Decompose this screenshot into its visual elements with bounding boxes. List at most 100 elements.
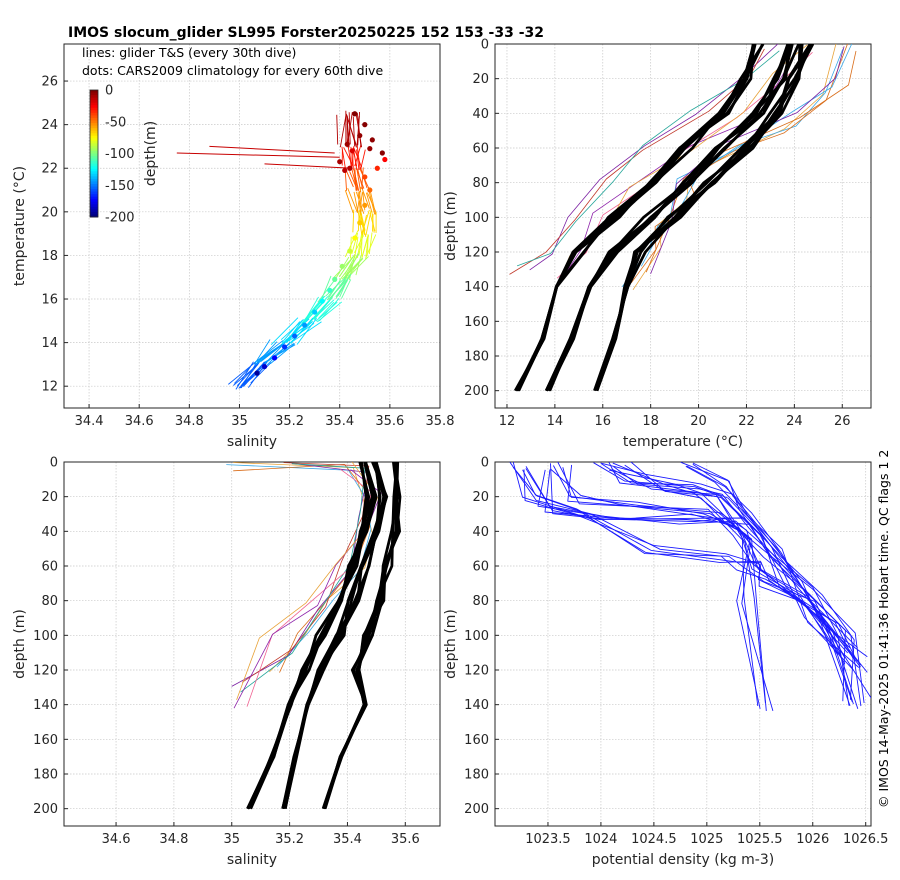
- colorbar-band: [90, 135, 98, 139]
- glider-profile-line: [522, 469, 846, 665]
- glider-ts-line: [280, 319, 304, 341]
- ts-xtick-label: 34.4: [75, 414, 104, 429]
- colorbar-band: [90, 95, 98, 99]
- climatology-dot: [352, 235, 358, 241]
- glider-ts-line: [358, 191, 363, 212]
- glider-ts-line: [345, 253, 360, 277]
- colorbar-band: [90, 186, 98, 190]
- climatology-profile-line: [246, 462, 374, 810]
- colorbar-band: [90, 194, 98, 198]
- climatology-profile-line: [323, 462, 401, 810]
- climatology-dot: [357, 132, 363, 139]
- salinity_profile-ytick-label: 180: [33, 768, 58, 783]
- colorbar-band: [90, 153, 98, 157]
- colorbar-band: [90, 189, 98, 193]
- glider-profile-line: [550, 463, 865, 704]
- colorbar-band: [90, 97, 98, 101]
- ts-ytick-label: 26: [41, 75, 58, 90]
- climatology-dot: [312, 309, 318, 315]
- glider-ts-line: [344, 230, 359, 258]
- glider-profile-line: [593, 462, 854, 705]
- density_profile-ytick-label: 60: [472, 560, 489, 575]
- temperature_profile-ytick-label: 80: [472, 176, 489, 191]
- salinity_profile-ytick-label: 160: [33, 733, 58, 748]
- density_profile-xtick-label: 1025: [690, 832, 723, 847]
- density_profile-frame: [494, 461, 872, 827]
- salinity_profile-xtick-label: 35: [223, 832, 240, 847]
- density_profile-xlabel: potential density (kg m-3): [592, 852, 774, 868]
- glider-ts-line: [361, 214, 367, 236]
- temperature_profile-ytick-label: 0: [481, 38, 489, 53]
- glider-ts-line: [355, 255, 362, 276]
- colorbar-tick-label: -50: [105, 115, 126, 130]
- glider-ts-line: [281, 321, 301, 343]
- density_profile-ytick-label: 140: [464, 698, 489, 713]
- ts-xtick-label: 35.6: [375, 414, 404, 429]
- glider-ts-spike: [209, 145, 335, 154]
- glider-ts-line: [349, 171, 357, 188]
- glider-ts-line: [353, 147, 363, 168]
- colorbar-band: [90, 130, 98, 134]
- density_profile-ytick-label: 120: [464, 664, 489, 679]
- density_profile-ytick-label: 80: [472, 594, 489, 609]
- ts-ytick-label: 24: [41, 118, 58, 133]
- climatology-dot: [271, 355, 278, 361]
- glider-profile-line: [612, 462, 767, 711]
- glider-ts-line: [356, 144, 361, 170]
- colorbar-band: [90, 138, 98, 142]
- colorbar-band: [90, 171, 98, 175]
- glider-profile-line: [236, 462, 378, 701]
- temperature_profile-plot-area: [509, 44, 857, 392]
- salinity_profile-ytick-label: 120: [33, 664, 58, 679]
- ts-legend-note: lines: glider T&S (every 30th dive): [82, 45, 296, 60]
- density_profile-ytick-label: 160: [464, 733, 489, 748]
- climatology-dot: [332, 276, 338, 283]
- colorbar-band: [90, 112, 98, 116]
- temperature_profile-ytick-label: 180: [464, 350, 489, 365]
- glider-ts-line: [350, 236, 352, 259]
- glider-ts-line: [360, 232, 363, 256]
- climatology-dot: [362, 174, 368, 180]
- glider-profile-line: [686, 465, 862, 666]
- density_profile-ytick-label: 20: [472, 490, 489, 505]
- ts-xtick-label: 35.4: [325, 414, 354, 429]
- salinity_profile-xtick-label: 34.8: [159, 832, 188, 847]
- density_profile-plot-area: [509, 462, 871, 712]
- colorbar-band: [90, 115, 98, 119]
- climatology-dot: [339, 263, 345, 269]
- colorbar-band: [90, 204, 98, 208]
- colorbar-frame: [89, 89, 99, 218]
- glider-ts-line: [354, 236, 359, 259]
- climatology-dot: [374, 165, 380, 171]
- glider-ts-line: [339, 115, 347, 148]
- glider-ts-line: [313, 299, 335, 320]
- glider-profile-line: [562, 467, 839, 656]
- density_profile-xtick-label: 1025.5: [737, 832, 783, 847]
- glider-ts-line: [361, 236, 369, 258]
- climatology-dot: [367, 146, 373, 152]
- glider-ts-line: [355, 191, 365, 214]
- climatology-dot: [367, 187, 373, 193]
- temperature_profile-ytick-label: 160: [464, 315, 489, 330]
- glider-ts-line: [352, 209, 355, 233]
- colorbar-band: [90, 120, 98, 124]
- colorbar-band: [90, 145, 98, 149]
- density_profile-xtick-label: 1024: [584, 832, 617, 847]
- climatology-dot: [302, 322, 308, 328]
- climatology-dot: [347, 165, 353, 171]
- glider-ts-line: [357, 168, 364, 190]
- climatology-dot: [382, 156, 388, 163]
- glider-ts-line: [341, 146, 347, 171]
- colorbar-band: [90, 123, 98, 127]
- glider-ts-line: [317, 277, 337, 303]
- ts-ytick-label: 20: [41, 205, 58, 220]
- glider-ts-line: [358, 210, 366, 232]
- glider-ts-line: [341, 279, 352, 299]
- climatology-profile-line: [515, 44, 764, 392]
- glider-ts-line: [329, 279, 346, 300]
- climatology-dot: [369, 137, 375, 143]
- climatology-dot: [261, 363, 268, 370]
- climatology-dot: [327, 287, 333, 293]
- ts-xtick-label: 35.2: [275, 414, 304, 429]
- glider-ts-line: [343, 147, 354, 167]
